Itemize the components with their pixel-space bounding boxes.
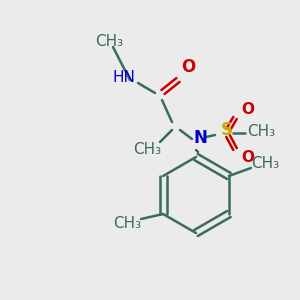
Text: O: O xyxy=(242,149,254,164)
Text: N: N xyxy=(193,129,207,147)
Text: CH₃: CH₃ xyxy=(247,124,275,139)
Text: CH₃: CH₃ xyxy=(113,217,141,232)
Text: CH₃: CH₃ xyxy=(95,34,123,50)
Text: CH₃: CH₃ xyxy=(133,142,161,158)
Text: CH₃: CH₃ xyxy=(251,155,279,170)
Text: S: S xyxy=(221,121,233,139)
Text: HN: HN xyxy=(112,70,135,85)
Text: O: O xyxy=(242,103,254,118)
Text: O: O xyxy=(181,58,195,76)
